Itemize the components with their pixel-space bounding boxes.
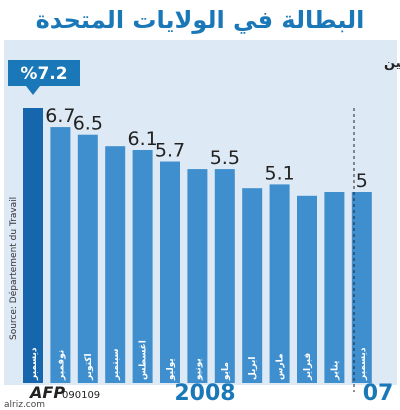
month-label-0: ديسمبر xyxy=(29,347,39,381)
release-code: 090109 xyxy=(62,390,100,401)
month-label-8: ابريل xyxy=(248,357,258,380)
bar-4 xyxy=(132,150,153,383)
value-label-1: 6.7 xyxy=(45,105,75,127)
month-label-11: يناير xyxy=(330,361,340,381)
month-label-6: يونيو xyxy=(193,358,203,381)
bar-5 xyxy=(160,161,180,383)
bar-12 xyxy=(351,192,372,383)
chart-subtitle: نسبة السكان العاملين xyxy=(384,56,400,71)
month-label-10: فبراير xyxy=(303,353,313,381)
month-label-7: مايو xyxy=(221,362,231,381)
bar-11 xyxy=(324,192,345,383)
month-label-3: سبتمبر xyxy=(111,348,121,381)
value-label-4: 6.1 xyxy=(127,128,157,150)
value-label-2: 6.5 xyxy=(73,113,103,135)
month-label-2: اكتوبر xyxy=(84,353,94,381)
month-labels-layer: ديسمبر نوفمبر اكتوبر سبتمبر اغسطس يوليو يونيو م… xyxy=(29,340,368,381)
year-label-2008: 2008 xyxy=(174,381,235,406)
chart-title: البطالة في الولايات المتحدة xyxy=(36,6,365,34)
bar-10 xyxy=(297,195,317,383)
watermark: alriz.com xyxy=(4,400,45,410)
value-labels-layer: %7.2 6.76.5 6.15.7 5.5 5.1 5 xyxy=(8,60,368,192)
bars-layer xyxy=(23,108,372,383)
month-label-12: ديسمبر xyxy=(358,347,368,381)
value-label-12: 5 xyxy=(356,170,368,192)
bar-0 xyxy=(23,108,43,383)
bar-7 xyxy=(214,169,235,383)
month-label-5: يوليو xyxy=(166,358,176,381)
value-label-0: %7.2 xyxy=(20,64,67,84)
bar-6 xyxy=(187,169,208,383)
agency-logo: AFP xyxy=(28,383,65,402)
bar-8 xyxy=(242,188,263,383)
value-label-9: 5.1 xyxy=(264,162,294,184)
value-label-7: 5.5 xyxy=(210,147,240,169)
bar-3 xyxy=(105,146,126,383)
source-note: Source: Département du Travail xyxy=(8,197,19,340)
month-label-4: اغسطس xyxy=(139,340,149,380)
month-label-1: نوفمبر xyxy=(56,350,66,381)
value-label-5: 5.7 xyxy=(155,140,185,162)
year-label-07: 07 xyxy=(363,381,394,406)
bar-1 xyxy=(50,127,71,383)
bar-9 xyxy=(269,184,290,383)
highlight-callout xyxy=(8,60,80,95)
bar-2 xyxy=(77,134,98,383)
month-label-9: مارس xyxy=(276,353,286,380)
